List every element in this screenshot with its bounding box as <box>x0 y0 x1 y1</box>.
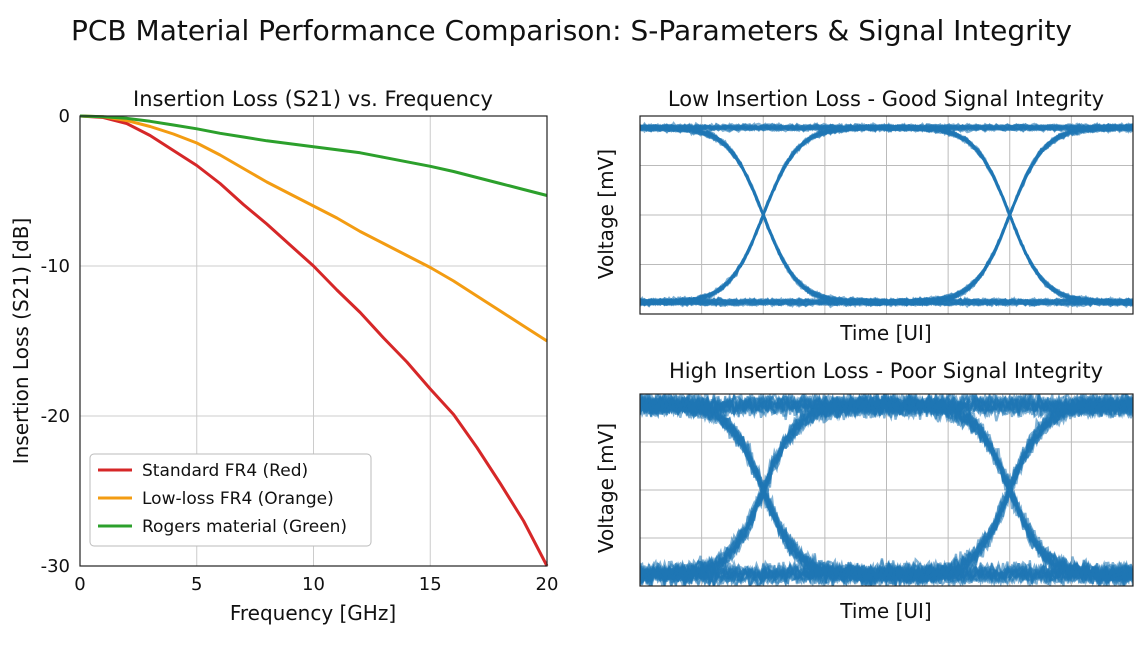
loss-chart-ylabel: Insertion Loss (S21) [dB] <box>9 218 33 465</box>
eye-good-xlabel: Time [UI] <box>839 321 931 345</box>
eye-diagram-poor <box>639 393 1134 587</box>
series-line-orange <box>79 114 548 343</box>
eye-poor-ylabel: Voltage [mV] <box>594 423 618 553</box>
legend-label-green: Rogers material (Green) <box>142 517 347 537</box>
eye-plot-frame <box>639 393 1134 587</box>
eye-trace <box>640 296 1133 305</box>
eye-traces <box>640 394 1133 586</box>
eye-trace <box>640 561 1133 586</box>
loss-chart-xlabel: Frequency [GHz] <box>230 601 396 625</box>
y-tick-label: -20 <box>41 406 70 427</box>
eye-poor-xlabel: Time [UI] <box>839 599 931 623</box>
page-title: PCB Material Performance Comparison: S-P… <box>70 14 1072 47</box>
y-tick-label: 0 <box>59 106 70 127</box>
x-tick-label: 10 <box>302 574 325 595</box>
eye-traces <box>640 116 1133 314</box>
eye-trace <box>640 394 1133 418</box>
eye-good-ylabel: Voltage [mV] <box>594 149 618 279</box>
loss-legend: Standard FR4 (Red) Low-loss FR4 (Orange)… <box>89 453 372 547</box>
x-tick-label: 15 <box>419 574 442 595</box>
eye-poor-title: High Insertion Loss - Poor Signal Integr… <box>669 359 1103 383</box>
series-line-green <box>79 114 548 197</box>
eye-plot-frame <box>639 115 1134 315</box>
eye-trace <box>640 123 1133 307</box>
eye-trace <box>640 395 1133 586</box>
legend-label-orange: Low-loss FR4 (Orange) <box>142 489 334 509</box>
eye-good-title: Low Insertion Loss - Good Signal Integri… <box>668 87 1104 111</box>
legend-box <box>89 453 372 547</box>
eye-diagram-good <box>639 115 1134 315</box>
series-line-red <box>79 114 549 567</box>
y-tick-label: -10 <box>41 256 70 277</box>
eye-trace <box>640 125 1133 306</box>
loss-plot-frame <box>79 115 548 567</box>
legend-label-red: Standard FR4 (Red) <box>142 461 308 481</box>
y-tick-label: -30 <box>41 556 70 577</box>
eye-trace <box>640 394 1133 586</box>
x-tick-label: 0 <box>74 574 85 595</box>
eye-trace <box>640 394 1133 586</box>
x-tick-label: 5 <box>191 574 202 595</box>
eye-trace <box>640 394 1133 419</box>
loss-chart-title: Insertion Loss (S21) vs. Frequency <box>133 87 493 111</box>
x-tick-label: 20 <box>536 574 559 595</box>
